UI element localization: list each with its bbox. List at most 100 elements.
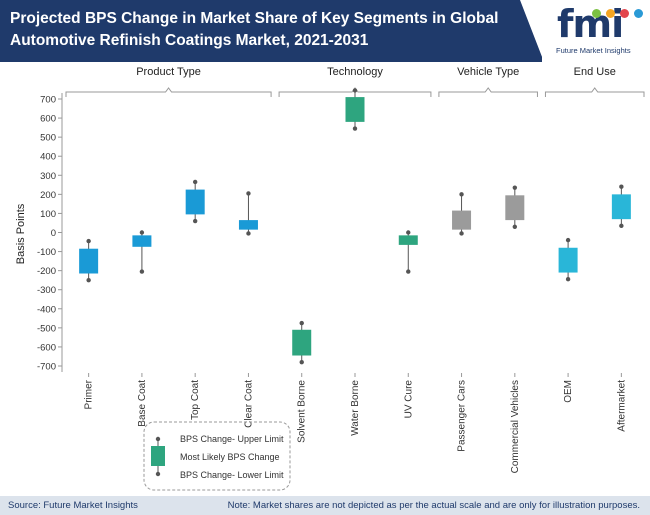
upper-limit-dot	[139, 230, 145, 235]
lower-limit-dot	[565, 277, 571, 282]
box-base-coat	[132, 230, 152, 274]
category-label: OEM	[563, 380, 574, 403]
lower-limit-dot	[406, 269, 411, 274]
upper-limit-dot	[86, 238, 91, 244]
legend-upper-label: BPS Change- Upper Limit	[180, 434, 284, 444]
box	[452, 210, 472, 230]
y-tick-label: 700	[40, 95, 56, 106]
category-label: Primer	[84, 379, 95, 409]
box	[79, 248, 99, 274]
box	[132, 235, 152, 247]
y-tick-label: 200	[40, 190, 56, 201]
box-clear-coat	[238, 191, 258, 236]
y-tick-label: -300	[37, 285, 56, 296]
lower-limit-dot	[459, 231, 464, 236]
y-tick-label: -700	[37, 362, 56, 373]
box-commercial-vehicles	[505, 185, 525, 229]
legend-upper-dot	[155, 436, 161, 442]
box	[292, 329, 312, 356]
header-banner: Projected BPS Change in Market Share of …	[0, 0, 650, 62]
lower-limit-dot	[352, 126, 358, 131]
upper-limit-dot	[352, 88, 358, 93]
group-label: Product Type	[136, 66, 201, 78]
upper-limit-dot	[512, 185, 518, 190]
lower-limit-dot	[246, 231, 251, 236]
category-label: Commercial Vehicles	[510, 380, 521, 473]
y-tick-label: -600	[37, 342, 56, 353]
lower-limit-dot	[619, 223, 624, 229]
y-tick-label: 0	[51, 228, 56, 239]
category-label: Aftermarket	[616, 380, 627, 432]
legend-frame	[143, 421, 291, 491]
disclaimer-note: Note: Market shares are not depicted as …	[227, 500, 640, 511]
box	[185, 189, 205, 215]
logo-subtitle: Future Market Insights	[556, 46, 631, 55]
y-tick-label: 600	[40, 114, 56, 125]
box	[238, 220, 258, 230]
box-water-borne	[345, 88, 365, 131]
box-plot-chart: Basis Points 700 600 500 400 300 200 100 0 -100 -…	[15, 66, 645, 491]
box	[505, 195, 525, 221]
lower-limit-dot	[299, 359, 304, 365]
source-note: Source: Future Market Insights	[8, 500, 138, 511]
category-labels: Primer Base Coat Top Coat Clear Coat Solvent…	[84, 373, 627, 473]
box-top-coat	[185, 179, 205, 224]
box-aftermarket	[611, 184, 631, 229]
upper-limit-dot	[246, 191, 251, 196]
group-bracket	[544, 87, 645, 97]
box	[398, 235, 418, 245]
category-label: Passenger Cars	[457, 380, 468, 452]
legend-lower-dot	[155, 471, 161, 477]
logo-dot-blue	[634, 9, 643, 18]
box-primer	[79, 238, 99, 283]
group-brackets: Product Type Technology Vehicle Type End Us…	[65, 66, 645, 97]
y-tick-label: 100	[40, 209, 56, 220]
y-tick-label: -100	[37, 247, 56, 258]
category-label: Top Coat	[190, 380, 201, 420]
y-axis-label: Basis Points	[15, 203, 27, 264]
legend: BPS Change- Upper Limit Most Likely BPS …	[143, 421, 291, 491]
box	[345, 97, 365, 122]
category-label: Base Coat	[137, 380, 148, 427]
y-tick-label: -400	[37, 304, 56, 315]
legend-box	[151, 446, 165, 466]
logo-wedge	[520, 0, 544, 62]
category-label: UV Cure	[403, 380, 414, 419]
upper-limit-dot	[459, 192, 464, 197]
y-tick-label: 500	[40, 133, 56, 144]
group-bracket	[65, 87, 272, 97]
group-label: End Use	[574, 66, 616, 78]
y-tick-label: -200	[37, 266, 56, 277]
upper-limit-dot	[619, 184, 624, 189]
group-bracket	[438, 87, 538, 97]
box-oem	[558, 237, 578, 282]
group-label: Vehicle Type	[457, 66, 519, 78]
boxes	[79, 88, 631, 365]
y-tick-label: 300	[40, 171, 56, 182]
logo-dot-green	[592, 9, 601, 18]
box	[611, 194, 631, 220]
fmi-logo: fmi	[557, 2, 624, 46]
upper-limit-dot	[192, 179, 198, 185]
group-label: Technology	[327, 66, 383, 78]
axis-layer: 700 600 500 400 300 200 100 0 -100 -200 -300 -400 -5…	[37, 93, 63, 373]
y-tick-label: 400	[40, 152, 56, 163]
upper-limit-dot	[406, 230, 411, 235]
chart-title: Projected BPS Change in Market Share of …	[10, 10, 499, 49]
y-tick-label: -500	[37, 323, 56, 334]
upper-limit-dot	[565, 237, 571, 243]
category-label: Solvent Borne	[297, 380, 308, 443]
lower-limit-dot	[192, 218, 198, 224]
logo-dot-orange	[606, 9, 615, 18]
box-uv-cure	[398, 230, 418, 274]
upper-limit-dot	[299, 320, 304, 326]
box-solvent-borne	[292, 320, 312, 365]
box	[558, 247, 578, 273]
legend-likely-label: Most Likely BPS Change	[180, 452, 280, 462]
legend-lower-label: BPS Change- Lower Limit	[180, 470, 284, 480]
lower-limit-dot	[139, 269, 145, 274]
logo-dot-red	[620, 9, 629, 18]
group-bracket	[278, 87, 432, 97]
lower-limit-dot	[512, 224, 518, 229]
box-passenger-cars	[452, 192, 472, 236]
